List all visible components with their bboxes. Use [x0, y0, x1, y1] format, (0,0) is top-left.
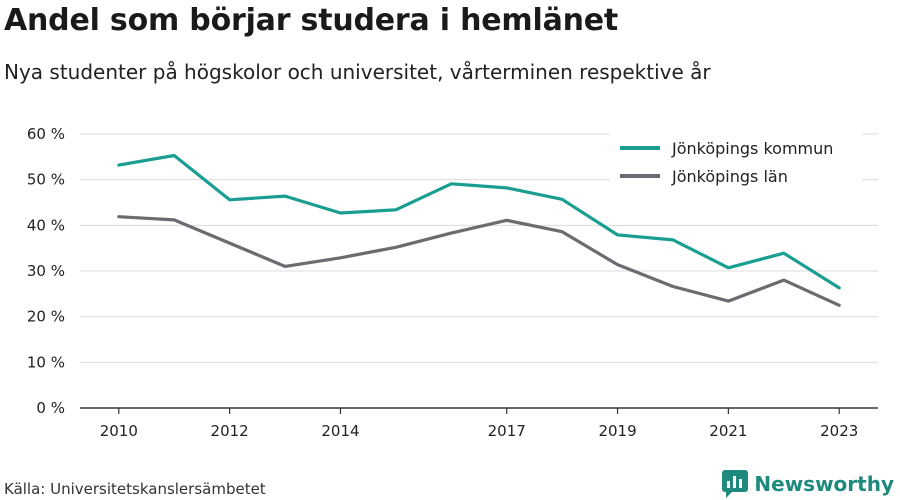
chart-subtitle: Nya studenter på högskolor och universit… — [4, 60, 711, 84]
y-tick-label: 30 % — [27, 262, 65, 280]
legend: Jönköpings kommun Jönköpings län — [610, 128, 862, 192]
legend-label-kommun: Jönköpings kommun — [671, 139, 833, 158]
series-line-lan — [117, 215, 841, 307]
line-chart: 0 % 10 % 20 % 30 % 40 % 50 % 60 % 2010 2012 2014… — [27, 125, 878, 440]
x-tick-label: 2014 — [321, 422, 359, 440]
x-tick-label: 2010 — [100, 422, 138, 440]
y-tick-label: 50 % — [27, 171, 65, 189]
legend-label-lan: Jönköpings län — [671, 167, 788, 186]
source-note: Källa: Universitetskanslersämbetet — [4, 480, 266, 498]
newsworthy-logo-icon — [722, 470, 749, 498]
y-axis-ticks: 0 % 10 % 20 % 30 % 40 % 50 % 60 % — [27, 125, 65, 417]
x-tick-label: 2019 — [598, 422, 636, 440]
series-line-kommun — [117, 153, 841, 290]
chart-title: Andel som börjar studera i hemlänet — [4, 3, 619, 38]
y-tick-label: 40 % — [27, 216, 65, 234]
legend-background — [610, 128, 862, 192]
x-tick-label: 2017 — [488, 422, 526, 440]
x-tick-label: 2021 — [709, 422, 747, 440]
y-tick-label: 10 % — [27, 353, 65, 371]
y-tick-label: 20 % — [27, 308, 65, 326]
y-tick-label: 0 % — [36, 399, 65, 417]
series-lines — [117, 153, 841, 307]
x-tick-label: 2023 — [820, 422, 858, 440]
brand-logo: Newsworthy — [722, 470, 894, 498]
y-tick-label: 60 % — [27, 125, 65, 143]
brand-name: Newsworthy — [754, 472, 894, 496]
x-axis: 2010 2012 2014 2017 2019 2021 2023 — [80, 407, 878, 440]
x-tick-label: 2012 — [211, 422, 249, 440]
